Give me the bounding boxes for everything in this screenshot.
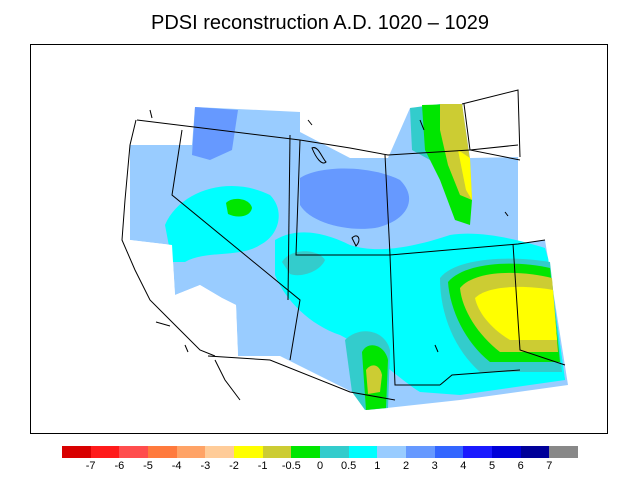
colorbar-swatch <box>234 446 263 458</box>
region-green-west <box>226 198 252 217</box>
colorbar-label: 1 <box>374 460 381 472</box>
colorbar-swatch <box>148 446 177 458</box>
colorbar-swatch <box>119 446 149 458</box>
map-title: PDSI reconstruction A.D. 1020 – 1029 <box>151 12 489 34</box>
pdsi-colorbar <box>62 446 579 458</box>
lakes <box>149 109 509 353</box>
colorbar-label: -3 <box>200 460 211 472</box>
region-gap-coast <box>130 240 238 356</box>
colorbar-swatch <box>406 446 435 458</box>
pdsi-colorbar-labels: -7 -6 -5 -4 -3 -2 -1 -0.5 0 0.5 1 2 3 4 5 6 7 <box>62 460 578 474</box>
colorbar-swatch <box>463 446 493 458</box>
region-yellow-se <box>475 286 557 340</box>
colorbar-label: 4 <box>460 460 467 472</box>
colorbar-label: 2 <box>402 460 410 472</box>
region-teal-central <box>282 251 325 276</box>
region-blue-centre <box>300 168 410 229</box>
region-blue-nw <box>192 107 238 160</box>
state-borders <box>121 89 566 401</box>
colorbar-label: 6 <box>517 460 524 472</box>
colorbar-swatch <box>492 446 521 458</box>
colorbar-label: -5 <box>143 460 153 472</box>
region-olive-south <box>366 365 382 394</box>
colorbar-swatch <box>320 446 349 458</box>
colorbar-swatch <box>205 446 235 458</box>
colorbar-swatch <box>434 446 464 458</box>
colorbar-swatch <box>262 446 292 458</box>
colorbar-swatch <box>176 446 206 458</box>
colorbar-label: 3 <box>431 460 438 472</box>
colorbar-swatch <box>62 446 91 458</box>
colorbar-swatch <box>377 446 407 458</box>
colorbar-swatch <box>549 446 579 458</box>
colorbar-label: -4 <box>171 460 182 472</box>
colorbar-swatch <box>520 446 550 458</box>
colorbar-swatch <box>348 446 378 458</box>
colorbar-label: 0 <box>316 460 324 472</box>
colorbar-label: -2 <box>229 460 239 472</box>
region-yellow-ne <box>458 150 472 200</box>
colorbar-label: -0.5 <box>281 460 301 472</box>
colorbar-swatch <box>90 446 120 458</box>
colorbar-label: -1 <box>257 460 268 472</box>
colorbar-swatch <box>291 446 321 458</box>
colorbar-label: -6 <box>114 460 125 472</box>
colorbar-label: -7 <box>85 460 96 472</box>
colorbar-label: 5 <box>488 460 496 472</box>
colorbar-label: 0.5 <box>341 460 357 472</box>
colorbar-label: 7 <box>546 460 553 472</box>
